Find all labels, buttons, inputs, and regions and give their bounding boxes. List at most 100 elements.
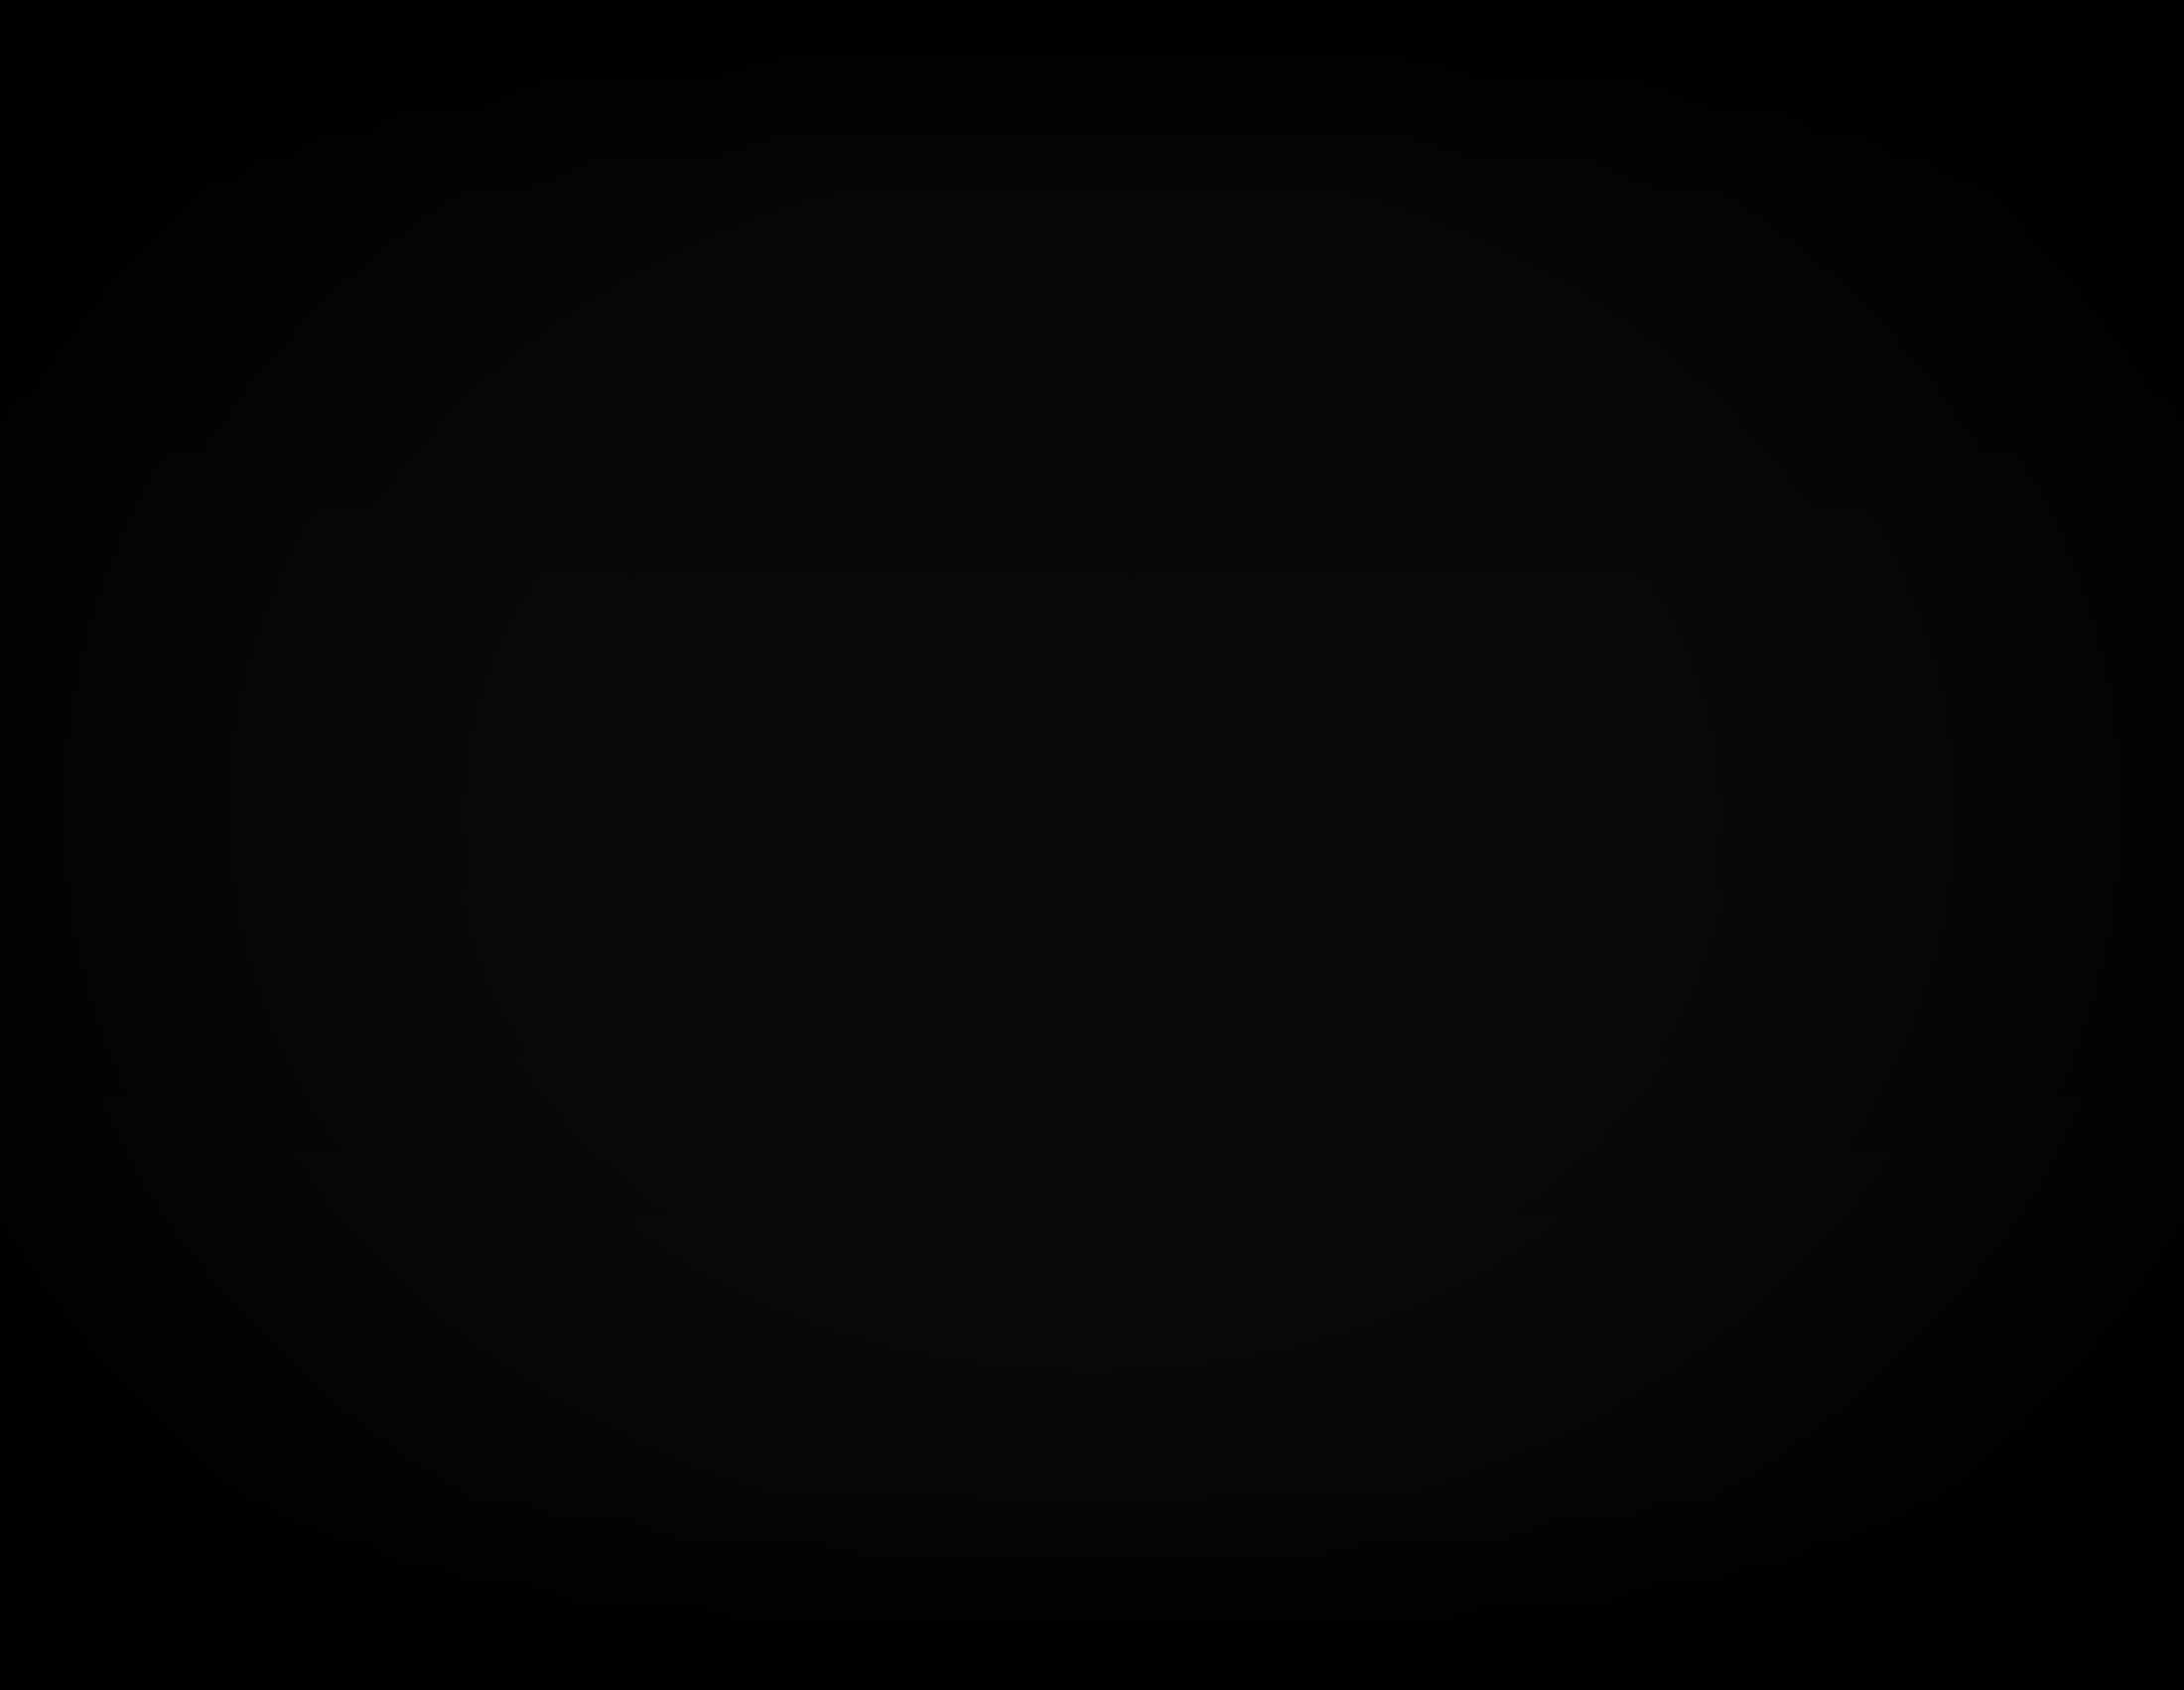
- attendance-mark: xxx: [593, 330, 623, 352]
- mark-cell: xx: [531, 735, 591, 758]
- subheader-part: Amo.n: [701, 158, 715, 232]
- mark-cell: [667, 616, 705, 638]
- mark-cell: [419, 543, 457, 566]
- right-data-cell: [1250, 546, 1402, 569]
- mark-cell: xxx: [629, 353, 667, 376]
- right-data-cell: [1401, 521, 1553, 545]
- handwritten-entry: 1776: [910, 866, 952, 892]
- register-name-entry: Henrik Lorſsen: [192, 461, 315, 484]
- right-data-cell: [2003, 449, 2066, 473]
- right-data-cell: [1400, 474, 1553, 497]
- mark-cell: [703, 401, 746, 424]
- attendance-mark: xx: [638, 711, 661, 733]
- right-data-cell: [1400, 402, 1552, 426]
- mark-cell: [590, 639, 632, 662]
- right-data-cell: [1399, 331, 1551, 354]
- table-row: [861, 1021, 2134, 1049]
- mark-cell: x: [591, 902, 634, 924]
- subheader-part: Plenius: [761, 175, 777, 216]
- register-name-entry: Uffas Simon: [199, 796, 293, 818]
- handwritten-entry: 29: [910, 319, 932, 343]
- mark-cell: x xx: [528, 282, 589, 305]
- right-data-cell: [2006, 854, 2070, 878]
- mark-cell: xxx: [666, 353, 704, 376]
- mark-cell: xx: [665, 282, 703, 305]
- mark-cell: [335, 448, 369, 471]
- right-data-cell: [1705, 855, 1857, 878]
- mark-cell: xx: [421, 829, 458, 852]
- mark-cell: [455, 400, 493, 424]
- mark-cell: [532, 973, 593, 996]
- mark-cell: [495, 902, 533, 924]
- right-data-cell: [1405, 1022, 1557, 1046]
- mark-cell: [529, 520, 590, 543]
- mark-cell: [746, 496, 782, 520]
- right-data-cell: [1705, 783, 1856, 806]
- attendance-mark: x: [794, 737, 805, 756]
- mark-cell: x: [702, 353, 746, 376]
- column-subheader-11: Exact. Extr.m: [779, 159, 813, 233]
- right-data-cell: [2002, 283, 2065, 306]
- attendance-mark: x: [681, 736, 691, 756]
- mark-cell: [419, 519, 456, 542]
- mark-cell: [669, 806, 706, 829]
- mark-cell: [780, 259, 813, 281]
- right-data-cell: [1556, 1022, 1707, 1045]
- mark-cell: [457, 853, 496, 877]
- right-data-cell: [1851, 331, 2003, 353]
- attendance-mark: xx: [637, 378, 657, 398]
- mark-cell: [454, 257, 492, 281]
- right-data-cell: [1097, 332, 1249, 354]
- right-data-cell: [1399, 259, 1551, 283]
- mark-cell: [785, 998, 818, 1020]
- mark-cell: [530, 616, 591, 638]
- right-data-cell: [1399, 354, 1552, 378]
- right-data-cell: [1248, 332, 1400, 354]
- handwritten-entry: 1778: [910, 890, 952, 915]
- right-data-cell: [860, 881, 900, 904]
- mark-cell: [630, 449, 668, 472]
- mark-cell: xx: [421, 877, 459, 900]
- right-data-cell: [2008, 997, 2071, 1021]
- mark-cell: [529, 544, 590, 567]
- table-row: [858, 711, 2132, 739]
- right-data-cell: [1852, 474, 2005, 496]
- mark-cell: xx: [420, 686, 457, 709]
- mark-cell: [666, 401, 704, 424]
- mark-cell: x: [784, 903, 817, 924]
- mark-cell: x: [590, 735, 633, 758]
- right-data-cell: [1853, 521, 2005, 544]
- mark-cell: xx: [456, 710, 495, 734]
- mark-cell: [496, 997, 533, 1020]
- right-data-cell: [1100, 641, 1252, 664]
- mark-cell: xx: [530, 663, 591, 686]
- mark-cell: x: [531, 854, 592, 877]
- right-data-cell: [1552, 569, 1704, 592]
- mark-cell: xx: [457, 877, 496, 901]
- right-data-cell: [2067, 593, 2122, 615]
- right-column-header-1781: 1781: [1247, 123, 1399, 158]
- right-data-cell: [860, 976, 901, 999]
- mark-cell: x: [781, 426, 814, 448]
- attendance-mark: xxx: [631, 306, 663, 328]
- mark-cell: [588, 401, 631, 424]
- mark-cell: [747, 711, 784, 735]
- right-data-cell: [1100, 618, 1252, 640]
- column-header-meri: Meriſ.: [628, 121, 666, 156]
- attendance-mark: xxx: [420, 306, 450, 326]
- right-column-header-17: 17: [1549, 122, 1701, 157]
- mark-cell: [419, 495, 456, 518]
- attendance-mark: xx: [382, 425, 403, 446]
- right-data-cell: [1854, 712, 2007, 735]
- mark-cell: xx: [529, 425, 589, 448]
- mark-cell: xx: [631, 687, 669, 710]
- right-data-cell: [1251, 665, 1403, 688]
- attendance-mark: xx: [636, 425, 659, 447]
- mark-cell: [785, 1022, 818, 1044]
- right-data-cell: [1852, 354, 2004, 377]
- right-data-cell: [1706, 879, 1857, 902]
- right-subheader-blank: [1549, 159, 1702, 233]
- mark-cell: xxx: [367, 329, 419, 352]
- mark-cell: [748, 854, 785, 878]
- attendance-mark: xx: [787, 379, 807, 399]
